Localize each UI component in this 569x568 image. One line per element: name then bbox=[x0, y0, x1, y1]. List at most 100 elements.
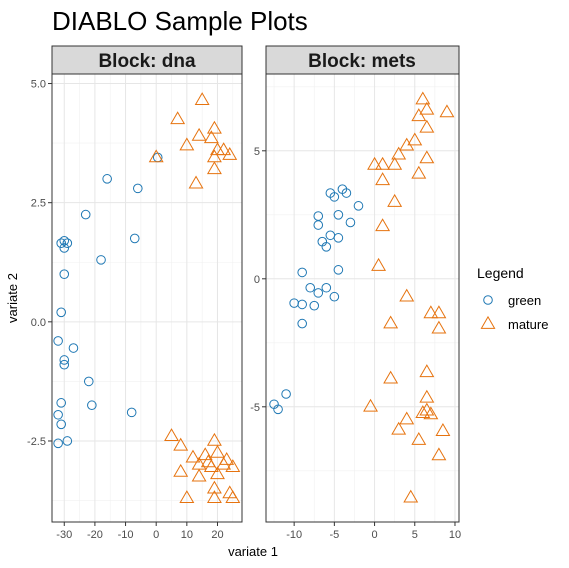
point-green bbox=[59, 359, 70, 370]
legend: Legend green mature bbox=[477, 265, 548, 332]
point-green bbox=[313, 288, 324, 298]
panel-dna: Block: dna -30 -20 -10 0 10 20 -2.5 0.0 2.5 5.0 bbox=[27, 45, 243, 541]
point-green bbox=[96, 255, 106, 265]
point-mature bbox=[210, 444, 225, 458]
legend-label-green: green bbox=[508, 293, 541, 308]
point-green bbox=[56, 238, 66, 248]
point-mature bbox=[206, 490, 222, 504]
point-mature bbox=[222, 146, 238, 160]
point-mature bbox=[179, 490, 195, 504]
point-mature bbox=[399, 411, 415, 425]
point-green bbox=[273, 404, 283, 415]
x-tick-label: -30 bbox=[56, 529, 72, 541]
point-mature bbox=[367, 156, 383, 170]
legend-entries: green mature bbox=[480, 293, 548, 332]
point-green bbox=[59, 236, 70, 246]
point-green bbox=[53, 336, 63, 346]
point-green bbox=[102, 174, 112, 184]
point-green bbox=[80, 209, 91, 220]
y-axis-title: variate 2 bbox=[5, 273, 20, 323]
point-green bbox=[309, 300, 320, 311]
point-mature bbox=[216, 456, 232, 470]
point-mature bbox=[194, 92, 210, 106]
point-mature bbox=[216, 142, 232, 156]
point-mature bbox=[206, 432, 222, 446]
point-green bbox=[341, 188, 352, 198]
point-green bbox=[297, 318, 307, 329]
point-mature bbox=[411, 432, 427, 445]
y-tick-label: 5 bbox=[254, 146, 260, 158]
panel-dna-grid bbox=[52, 74, 242, 522]
point-mature bbox=[210, 466, 225, 480]
point-mature bbox=[419, 389, 435, 403]
point-green bbox=[329, 192, 340, 202]
point-mature bbox=[387, 193, 403, 207]
point-mature bbox=[170, 111, 186, 125]
point-mature bbox=[185, 449, 201, 463]
panel-dna-y-ticks: -2.5 0.0 2.5 5.0 bbox=[27, 79, 52, 448]
point-mature bbox=[387, 156, 403, 170]
point-green bbox=[62, 436, 73, 446]
point-mature bbox=[415, 405, 431, 419]
point-mature bbox=[225, 459, 241, 473]
point-green bbox=[329, 291, 340, 302]
panel-mets: Block: mets -10 -5 0 5 10 -5 0 5 bbox=[250, 45, 461, 541]
point-green bbox=[321, 242, 332, 252]
point-mature bbox=[191, 468, 207, 482]
point-green bbox=[126, 407, 137, 418]
point-green bbox=[53, 438, 63, 449]
point-green bbox=[59, 269, 70, 279]
legend-label-mature: mature bbox=[508, 317, 548, 332]
x-tick-label: 10 bbox=[181, 529, 193, 541]
panel-dna-strip bbox=[51, 45, 243, 75]
x-tick-label: 20 bbox=[211, 529, 223, 541]
point-green bbox=[321, 282, 332, 293]
point-mature bbox=[399, 288, 415, 302]
point-mature bbox=[431, 447, 447, 461]
point-green bbox=[313, 220, 324, 230]
panel-dna-x-ticks: -30 -20 -10 0 10 20 bbox=[56, 522, 224, 541]
point-green bbox=[87, 400, 97, 411]
point-green bbox=[56, 398, 66, 408]
point-mature bbox=[164, 428, 179, 442]
point-green bbox=[297, 299, 307, 310]
point-green bbox=[133, 183, 143, 194]
point-mature bbox=[191, 127, 207, 141]
panel-mets-border bbox=[265, 73, 460, 523]
panel-mets-x-ticks: -10 -5 0 5 10 bbox=[286, 522, 461, 541]
x-axis-title: variate 1 bbox=[228, 544, 278, 559]
panel-mets-points bbox=[269, 91, 455, 503]
legend-title: Legend bbox=[477, 265, 524, 281]
y-tick-label: -2.5 bbox=[27, 436, 46, 448]
point-mature bbox=[363, 398, 379, 412]
point-mature bbox=[423, 305, 439, 319]
point-green bbox=[59, 243, 70, 253]
x-tick-label: 0 bbox=[153, 529, 159, 541]
point-mature bbox=[225, 490, 241, 504]
panel-mets-strip bbox=[265, 45, 460, 75]
point-mature bbox=[375, 156, 391, 170]
point-mature bbox=[383, 315, 399, 329]
point-mature bbox=[415, 91, 431, 105]
point-mature bbox=[203, 459, 219, 473]
point-mature bbox=[431, 320, 447, 334]
point-mature bbox=[206, 161, 222, 175]
point-green bbox=[68, 343, 79, 353]
point-mature bbox=[375, 218, 391, 232]
x-tick-label: -10 bbox=[118, 529, 134, 541]
panel-mets-y-ticks: -5 0 5 bbox=[250, 146, 266, 414]
x-tick-label: -5 bbox=[329, 529, 339, 541]
point-green bbox=[353, 201, 364, 211]
point-mature bbox=[419, 119, 435, 133]
x-tick-label: -20 bbox=[87, 529, 103, 541]
x-tick-label: 0 bbox=[372, 529, 378, 541]
point-green bbox=[56, 419, 66, 430]
x-tick-label: 10 bbox=[449, 529, 461, 541]
point-mature bbox=[173, 437, 189, 451]
point-mature bbox=[391, 421, 407, 435]
point-green bbox=[333, 210, 344, 220]
point-green bbox=[53, 409, 63, 420]
panel-mets-grid bbox=[266, 74, 459, 522]
y-tick-label: -5 bbox=[250, 402, 260, 414]
